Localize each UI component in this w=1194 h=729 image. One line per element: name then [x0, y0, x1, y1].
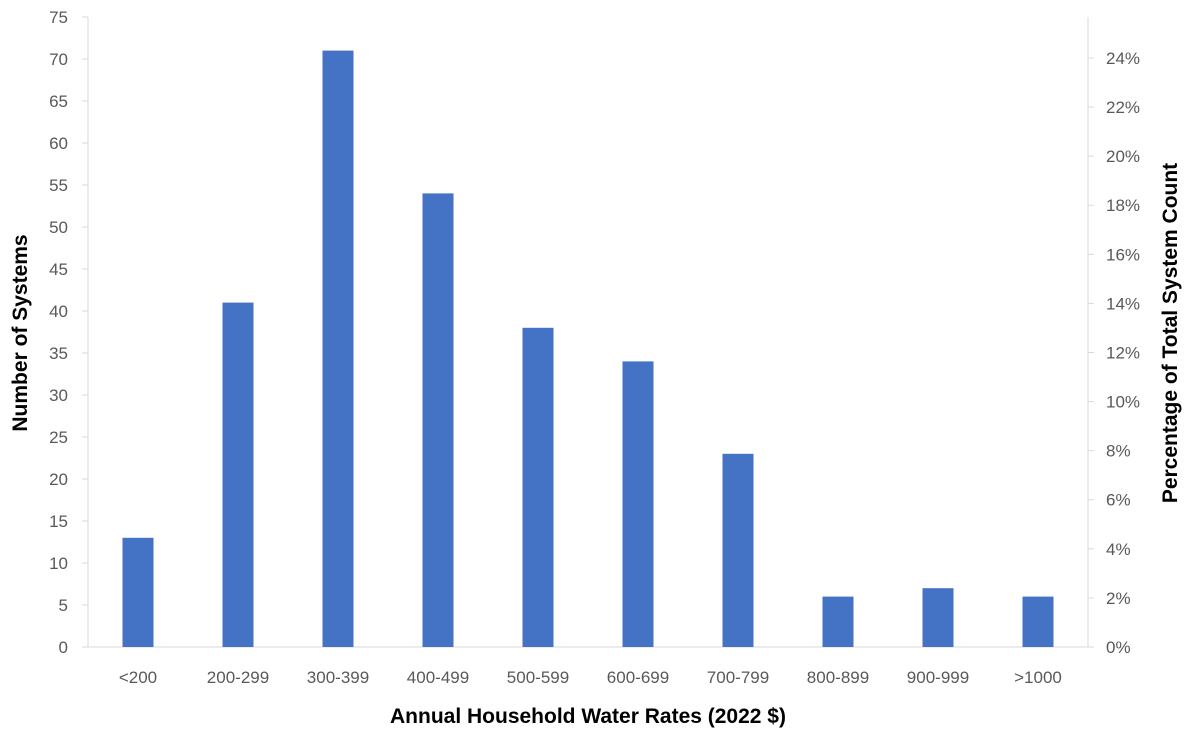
x-tick-label: 900-999 — [907, 668, 969, 687]
y2-tick-label: 2% — [1106, 589, 1131, 608]
bar — [322, 50, 354, 648]
y2-tick-label: 24% — [1106, 49, 1140, 68]
y2-tick-label: 8% — [1106, 442, 1131, 461]
x-tick-label: 800-899 — [807, 668, 869, 687]
bar — [622, 361, 654, 647]
y2-tick-label: 4% — [1106, 540, 1131, 559]
y-tick-label: 50 — [49, 218, 68, 237]
y-tick-label: 70 — [49, 50, 68, 69]
y2-tick-label: 22% — [1106, 98, 1140, 117]
x-tick-label: <200 — [119, 668, 157, 687]
y-tick-label: 15 — [49, 512, 68, 531]
x-tick-label: 200-299 — [207, 668, 269, 687]
bar — [722, 453, 754, 647]
y2-tick-labels: 0% 2% 4% 6% 8% 10% 12% 14% 16% 18% 20% 22% 24% — [1106, 49, 1140, 657]
y-tick-label: 25 — [49, 428, 68, 447]
y2-tick-label: 18% — [1106, 196, 1140, 215]
bar — [522, 327, 554, 647]
y2-axis-title: Percentage of Total System Count — [1159, 163, 1182, 503]
y2-tick-label: 16% — [1106, 245, 1140, 264]
x-tick-labels: <200 200-299 300-399 400-499 500-599 600-699 7… — [119, 668, 1062, 687]
bar — [222, 302, 254, 647]
y-tick-label: 45 — [49, 260, 68, 279]
bar — [122, 537, 154, 647]
y-axis-title: Number of Systems — [9, 234, 32, 431]
x-tick-label: 400-499 — [407, 668, 469, 687]
y-tick-label: 5 — [59, 596, 68, 615]
x-axis-title: Annual Household Water Rates (2022 $) — [390, 705, 786, 728]
bar — [422, 193, 454, 647]
y-tick-labels: 0 5 10 15 20 25 30 35 40 45 50 55 60 65 70 75 — [49, 8, 68, 657]
y-tick-label: 55 — [49, 176, 68, 195]
bar — [1022, 596, 1054, 647]
y2-tick-label: 6% — [1106, 491, 1131, 510]
y-tick-label: 75 — [49, 8, 68, 27]
bars — [122, 50, 1054, 648]
y-tick-label: 40 — [49, 302, 68, 321]
y2-tick-label: 14% — [1106, 294, 1140, 313]
x-tick-label: 600-699 — [607, 668, 669, 687]
x-tick-label: 700-799 — [707, 668, 769, 687]
y-tick-label: 30 — [49, 386, 68, 405]
y2-tick-label: 0% — [1106, 638, 1131, 657]
x-tick-label: 500-599 — [507, 668, 569, 687]
x-tick-label: 300-399 — [307, 668, 369, 687]
y-tick-label: 10 — [49, 554, 68, 573]
y-tick-label: 65 — [49, 92, 68, 111]
x-tick-label: >1000 — [1014, 668, 1062, 687]
y2-tick-label: 20% — [1106, 147, 1140, 166]
axes — [82, 16, 1094, 648]
y-tick-label: 0 — [59, 638, 68, 657]
bar — [822, 596, 854, 647]
y2-tick-label: 10% — [1106, 393, 1140, 412]
bar — [922, 588, 954, 647]
y-tick-label: 60 — [49, 134, 68, 153]
y2-tick-label: 12% — [1106, 343, 1140, 362]
y-tick-label: 20 — [49, 470, 68, 489]
y-tick-label: 35 — [49, 344, 68, 363]
